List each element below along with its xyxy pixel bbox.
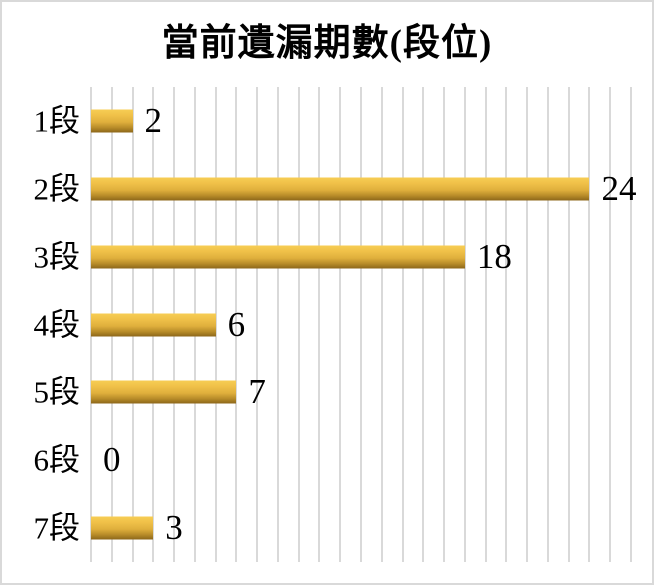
bar [91, 177, 590, 201]
value-label: 7 [248, 372, 266, 412]
vertical-gridline [484, 87, 487, 562]
vertical-gridline [630, 87, 632, 562]
category-label: 5段 [33, 374, 81, 410]
value-label: 0 [103, 440, 121, 480]
vertical-gridline [360, 87, 362, 562]
category-label: 1段 [33, 103, 81, 139]
vertical-gridline [609, 87, 612, 562]
vertical-gridline [526, 87, 529, 562]
vertical-gridline [443, 87, 446, 562]
vertical-gridline [276, 87, 279, 562]
vertical-gridline [401, 87, 404, 562]
vertical-gridline [567, 87, 570, 562]
vertical-gridline [214, 87, 217, 562]
bar [91, 380, 237, 404]
vertical-gridline [318, 87, 321, 562]
vertical-gridline [256, 87, 259, 562]
value-label: 6 [227, 304, 246, 344]
value-label: 2 [144, 100, 163, 140]
bar [91, 313, 216, 336]
category-label: 2段 [33, 171, 81, 207]
bar [91, 245, 465, 269]
vertical-gridline [546, 87, 549, 562]
vertical-gridline [235, 87, 238, 562]
chart-title: 當前遺漏期數(段位) [161, 23, 493, 64]
value-label: 3 [165, 507, 183, 547]
vertical-gridline [422, 87, 425, 562]
vertical-gridline [463, 87, 466, 562]
category-label: 4段 [33, 307, 81, 342]
category-label: 7段 [33, 510, 81, 546]
vertical-gridline [297, 87, 300, 562]
value-label: 18 [476, 236, 512, 276]
vertical-gridline [339, 87, 342, 562]
vertical-gridline [380, 87, 383, 562]
category-label: 3段 [33, 239, 81, 275]
bar [91, 516, 154, 540]
bar [91, 109, 133, 133]
vertical-gridline [505, 87, 508, 562]
value-label: 24 [601, 168, 637, 208]
vertical-gridline [588, 87, 591, 562]
category-label: 6段 [33, 442, 81, 478]
